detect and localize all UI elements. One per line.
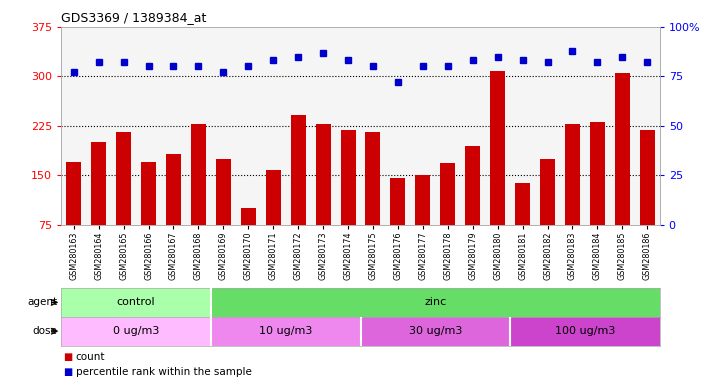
Bar bbox=[61, 317, 211, 346]
Text: count: count bbox=[76, 352, 105, 362]
Bar bbox=[360, 317, 510, 346]
Bar bbox=[291, 114, 306, 274]
Bar bbox=[241, 208, 256, 274]
Text: ■: ■ bbox=[63, 352, 73, 362]
Bar bbox=[515, 183, 530, 274]
Bar bbox=[415, 175, 430, 274]
Bar bbox=[441, 163, 455, 274]
Bar bbox=[340, 131, 355, 274]
Text: zinc: zinc bbox=[424, 297, 446, 308]
Bar bbox=[565, 124, 580, 274]
Bar bbox=[216, 159, 231, 274]
Bar bbox=[66, 162, 81, 274]
Bar bbox=[211, 317, 360, 346]
Text: agent: agent bbox=[27, 297, 58, 308]
Bar bbox=[141, 162, 156, 274]
Bar bbox=[116, 132, 131, 274]
Bar bbox=[590, 122, 605, 274]
Text: control: control bbox=[117, 297, 156, 308]
Text: 100 ug/m3: 100 ug/m3 bbox=[554, 326, 615, 336]
Bar bbox=[61, 288, 211, 317]
Text: 0 ug/m3: 0 ug/m3 bbox=[113, 326, 159, 336]
Bar bbox=[266, 170, 280, 274]
Bar bbox=[615, 73, 630, 274]
Bar bbox=[540, 159, 555, 274]
Text: ■: ■ bbox=[63, 367, 73, 377]
Text: 10 ug/m3: 10 ug/m3 bbox=[259, 326, 312, 336]
Bar bbox=[166, 154, 181, 274]
Bar bbox=[211, 288, 660, 317]
Text: percentile rank within the sample: percentile rank within the sample bbox=[76, 367, 252, 377]
Bar bbox=[366, 132, 381, 274]
Bar bbox=[391, 179, 405, 274]
Bar bbox=[490, 71, 505, 274]
Bar bbox=[510, 317, 660, 346]
Bar bbox=[91, 142, 106, 274]
Bar bbox=[640, 131, 655, 274]
Bar bbox=[191, 124, 206, 274]
Text: dose: dose bbox=[32, 326, 58, 336]
Text: 30 ug/m3: 30 ug/m3 bbox=[409, 326, 462, 336]
Bar bbox=[316, 124, 330, 274]
Text: GDS3369 / 1389384_at: GDS3369 / 1389384_at bbox=[61, 11, 207, 24]
Bar bbox=[465, 146, 480, 274]
